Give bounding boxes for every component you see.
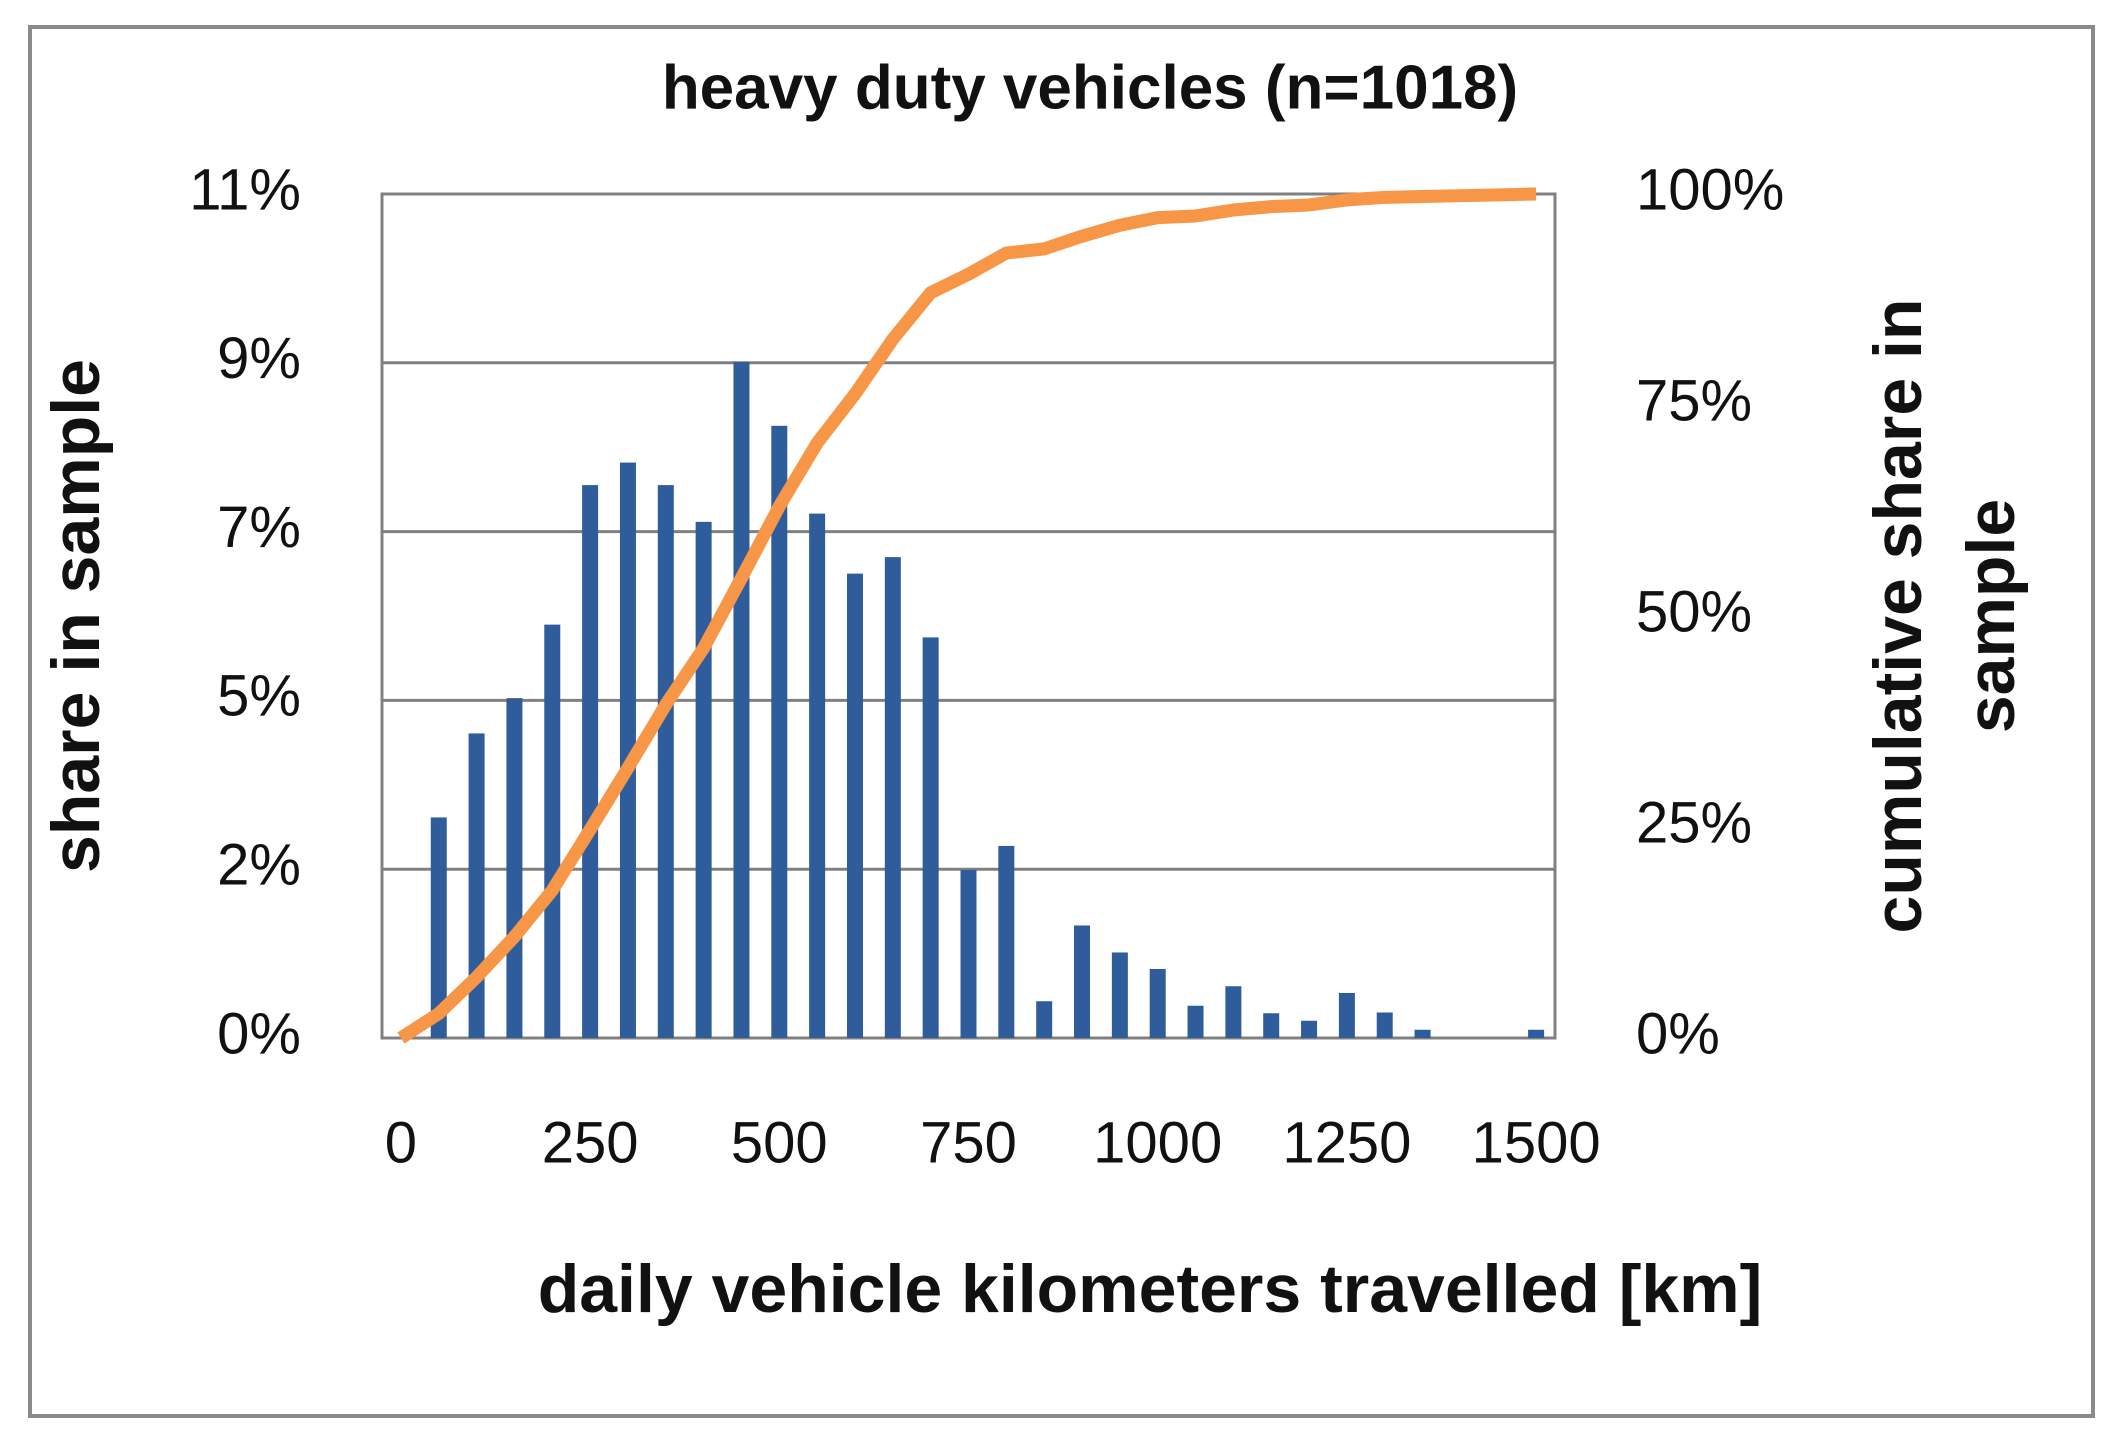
- x-tick-label: 0: [385, 1110, 417, 1175]
- bar: [998, 845, 1015, 1038]
- x-tick-label: 1250: [1282, 1110, 1411, 1175]
- bar: [1338, 992, 1355, 1038]
- x-axis-label: daily vehicle kilometers travelled [km]: [538, 1251, 1763, 1327]
- y2-tick-label: 50%: [1636, 579, 1752, 644]
- bar: [1225, 986, 1242, 1038]
- bar: [468, 733, 485, 1038]
- bar: [733, 362, 750, 1038]
- y-tick-label: 9%: [217, 326, 301, 391]
- bar: [1111, 952, 1128, 1038]
- bar: [1263, 1013, 1280, 1038]
- bar: [1149, 968, 1166, 1038]
- x-tick-label: 250: [542, 1110, 639, 1175]
- bar: [1528, 1029, 1545, 1038]
- y-tick-label: 0%: [217, 1001, 301, 1066]
- bar: [1036, 1001, 1053, 1038]
- bar: [544, 624, 561, 1038]
- y2-tick-label: 25%: [1636, 790, 1752, 855]
- bar: [1376, 1012, 1393, 1038]
- y-axis-label: share in sample: [38, 359, 114, 873]
- bar: [1414, 1029, 1431, 1038]
- bar: [506, 698, 523, 1038]
- chart-frame: [28, 25, 2095, 1418]
- y-tick-label: 7%: [217, 495, 301, 560]
- y-tick-label: 11%: [189, 157, 301, 222]
- y-tick-label: 5%: [217, 664, 301, 729]
- bar: [960, 869, 977, 1038]
- y2-axis-label: sample: [1953, 499, 2029, 733]
- bar: [884, 557, 901, 1038]
- bar: [1074, 925, 1091, 1038]
- bar: [846, 573, 863, 1038]
- bar: [922, 637, 939, 1038]
- y-tick-label: 2%: [217, 833, 301, 898]
- bar: [1187, 1005, 1204, 1038]
- chart-title: heavy duty vehicles (n=1018): [662, 53, 1518, 122]
- y2-tick-label: 75%: [1636, 368, 1752, 433]
- x-tick-label: 1500: [1472, 1110, 1601, 1175]
- bar: [657, 485, 674, 1039]
- bar: [695, 521, 712, 1038]
- line: [397, 187, 1537, 1044]
- bar: [619, 462, 636, 1038]
- bar: [582, 485, 599, 1039]
- x-tick-label: 750: [920, 1110, 1017, 1175]
- y2-tick-label: 0%: [1636, 1001, 1720, 1066]
- bar: [430, 817, 447, 1038]
- bar: [1301, 1020, 1318, 1038]
- bar: [771, 425, 788, 1038]
- bar: [809, 513, 826, 1038]
- y2-tick-label: 100%: [1636, 157, 1784, 222]
- y2-axis-label: cumulative share in: [1860, 299, 1936, 934]
- x-tick-label: 500: [731, 1110, 828, 1175]
- x-tick-label: 1000: [1093, 1110, 1222, 1175]
